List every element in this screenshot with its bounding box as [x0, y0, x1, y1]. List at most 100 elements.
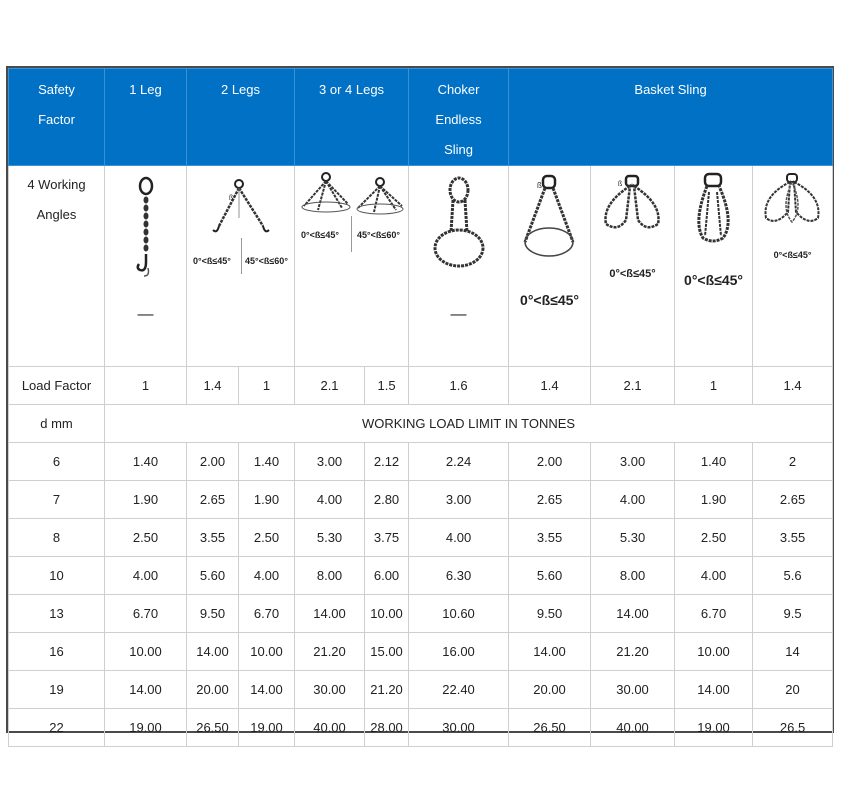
wll-value-cell: 2.50 — [237, 518, 296, 557]
single-leg-sling-icon — [135, 176, 153, 277]
wll-value-cell: 20.00 — [186, 670, 239, 709]
wll-value-cell: 20 — [752, 670, 834, 709]
wll-value-cell: 4.00 — [104, 556, 187, 595]
basket1-angle: 0°<ß≤45° — [520, 292, 580, 308]
load-factor-cell: 1 — [104, 366, 187, 405]
load-factor-row: Load Factor 1 1.4 1 2.1 1.5 1.6 1.4 2.1 … — [8, 366, 834, 405]
legs2-diagram-cell: ß 0°<ß≤45° 45°<ß≤60° — [185, 165, 296, 367]
leg1-diagram-cell: — — [104, 165, 187, 367]
legs34-angle-a: 0°<ß≤45° — [301, 230, 339, 240]
basket3-angle: 0°<ß≤45° — [684, 272, 744, 288]
wll-value-cell: 14.00 — [508, 632, 592, 671]
wll-value-cell: 4.00 — [590, 480, 676, 519]
wll-value-cell: 3.00 — [294, 442, 366, 481]
load-factor-cell: 1 — [237, 366, 296, 405]
wll-value-cell: 30.00 — [408, 708, 510, 747]
basket-sling-double-icon: ß — [603, 174, 660, 229]
wll-value-cell: 19.00 — [237, 708, 296, 747]
svg-text:ß: ß — [537, 181, 542, 190]
wll-value-cell: 3.55 — [508, 518, 592, 557]
wll-value-cell: 6.70 — [104, 594, 187, 633]
legs34-diagram-cell: 0°<ß≤45° 45°<ß≤60° — [294, 165, 410, 367]
wll-value-cell: 21.20 — [590, 632, 676, 671]
wll-value-cell: 9.50 — [186, 594, 239, 633]
wll-value-cell: 3.55 — [186, 518, 239, 557]
wll-value-cell: 2.00 — [186, 442, 239, 481]
wll-value-cell: 21.20 — [364, 670, 410, 709]
load-factor-cell: 1.6 — [408, 366, 510, 405]
table-row: 6 1.40 2.00 1.40 3.00 2.12 2.24 2.00 3.00 1.40 2 — [8, 442, 834, 481]
wll-value-cell: 4.00 — [294, 480, 366, 519]
wll-value-cell: 1.40 — [237, 442, 296, 481]
legs2-angle-b: 45°<ß≤60° — [245, 256, 288, 266]
working-angles-label: 4 Working Angles — [8, 165, 105, 367]
wll-value-cell: 2.50 — [104, 518, 187, 557]
sling-wll-table: Safety Factor 1 Leg 2 Legs 3 or 4 Legs C… — [8, 68, 834, 747]
wll-value-cell: 2.80 — [364, 480, 410, 519]
table-row: 13 6.70 9.50 6.70 14.00 10.00 10.60 9.50 14.00 6.… — [8, 594, 834, 633]
header-2-legs: 2 Legs — [185, 68, 296, 166]
legs2-angle-a: 0°<ß≤45° — [193, 256, 231, 266]
wll-value-cell: 10.00 — [364, 594, 410, 633]
wll-value-cell: 28.00 — [364, 708, 410, 747]
wll-value-cell: 5.60 — [186, 556, 239, 595]
wll-value-cell: 19.00 — [104, 708, 187, 747]
wll-value-cell: 22.40 — [408, 670, 510, 709]
header-basket-sling: Basket Sling — [508, 68, 834, 166]
leg1-dash: — — [137, 306, 154, 323]
wll-value-cell: 5.30 — [590, 518, 676, 557]
wll-value-cell: 16.00 — [408, 632, 510, 671]
load-factor-cell: 1 — [674, 366, 754, 405]
wll-value-cell: 26.5 — [752, 708, 834, 747]
wll-value-cell: 2 — [752, 442, 834, 481]
diameter-cell: 13 — [8, 594, 105, 633]
wll-value-cell: 8.00 — [590, 556, 676, 595]
wll-value-cell: 26.50 — [186, 708, 239, 747]
wll-value-cell: 14 — [752, 632, 834, 671]
wll-value-cell: 4.00 — [408, 518, 510, 557]
wll-value-cell: 2.65 — [508, 480, 592, 519]
wll-value-cell: 5.6 — [752, 556, 834, 595]
diameter-cell: 8 — [8, 518, 105, 557]
choker-diagram-cell: — — [408, 165, 510, 367]
load-factor-cell: 1.5 — [364, 366, 410, 405]
diameter-label: d mm — [8, 404, 105, 443]
wll-value-cell: 6.00 — [364, 556, 410, 595]
wll-value-cell: 1.90 — [104, 480, 187, 519]
load-factor-cell: 1.4 — [508, 366, 592, 405]
wll-value-cell: 2.00 — [508, 442, 592, 481]
header-choker: Choker Endless Sling — [408, 68, 510, 166]
load-factor-cell: 2.1 — [294, 366, 366, 405]
wll-value-cell: 10.00 — [674, 632, 754, 671]
table-row: 22 19.00 26.50 19.00 40.00 28.00 30.00 26.50 40.… — [8, 708, 834, 747]
diameter-cell: 6 — [8, 442, 105, 481]
diameter-cell: 19 — [8, 670, 105, 709]
wll-value-cell: 6.70 — [674, 594, 754, 633]
wll-value-cell: 6.70 — [237, 594, 296, 633]
wll-value-cell: 2.65 — [186, 480, 239, 519]
wll-value-cell: 14.00 — [186, 632, 239, 671]
wll-value-cell: 14.00 — [237, 670, 296, 709]
diameter-cell: 7 — [8, 480, 105, 519]
load-factor-cell: 1.4 — [752, 366, 834, 405]
wll-value-cell: 1.90 — [674, 480, 754, 519]
wll-value-cell: 2.24 — [408, 442, 510, 481]
wll-value-cell: 9.50 — [508, 594, 592, 633]
wll-value-cell: 3.75 — [364, 518, 410, 557]
wll-value-cell: 26.50 — [508, 708, 592, 747]
two-leg-sling-icon: ß — [211, 179, 270, 233]
basket-sling-single-icon: ß — [523, 174, 574, 257]
wll-value-cell: 19.00 — [674, 708, 754, 747]
wll-value-cell: 14.00 — [590, 594, 676, 633]
wll-value-cell: 15.00 — [364, 632, 410, 671]
wll-data-body: 6 1.40 2.00 1.40 3.00 2.12 2.24 2.00 3.00 1.40 2 7 1… — [8, 442, 834, 747]
svg-text:ß: ß — [618, 181, 622, 188]
wll-value-cell: 9.5 — [752, 594, 834, 633]
wll-value-cell: 40.00 — [590, 708, 676, 747]
header-row: Safety Factor 1 Leg 2 Legs 3 or 4 Legs C… — [8, 68, 834, 166]
table-row: 7 1.90 2.65 1.90 4.00 2.80 3.00 2.65 4.00 1.90 2.6… — [8, 480, 834, 519]
wll-value-cell: 4.00 — [237, 556, 296, 595]
table-row: 16 10.00 14.00 10.00 21.20 15.00 16.00 14.00 21.… — [8, 632, 834, 671]
basket3-diagram-cell: 0°<ß≤45° — [674, 165, 754, 367]
wll-value-cell: 40.00 — [294, 708, 366, 747]
